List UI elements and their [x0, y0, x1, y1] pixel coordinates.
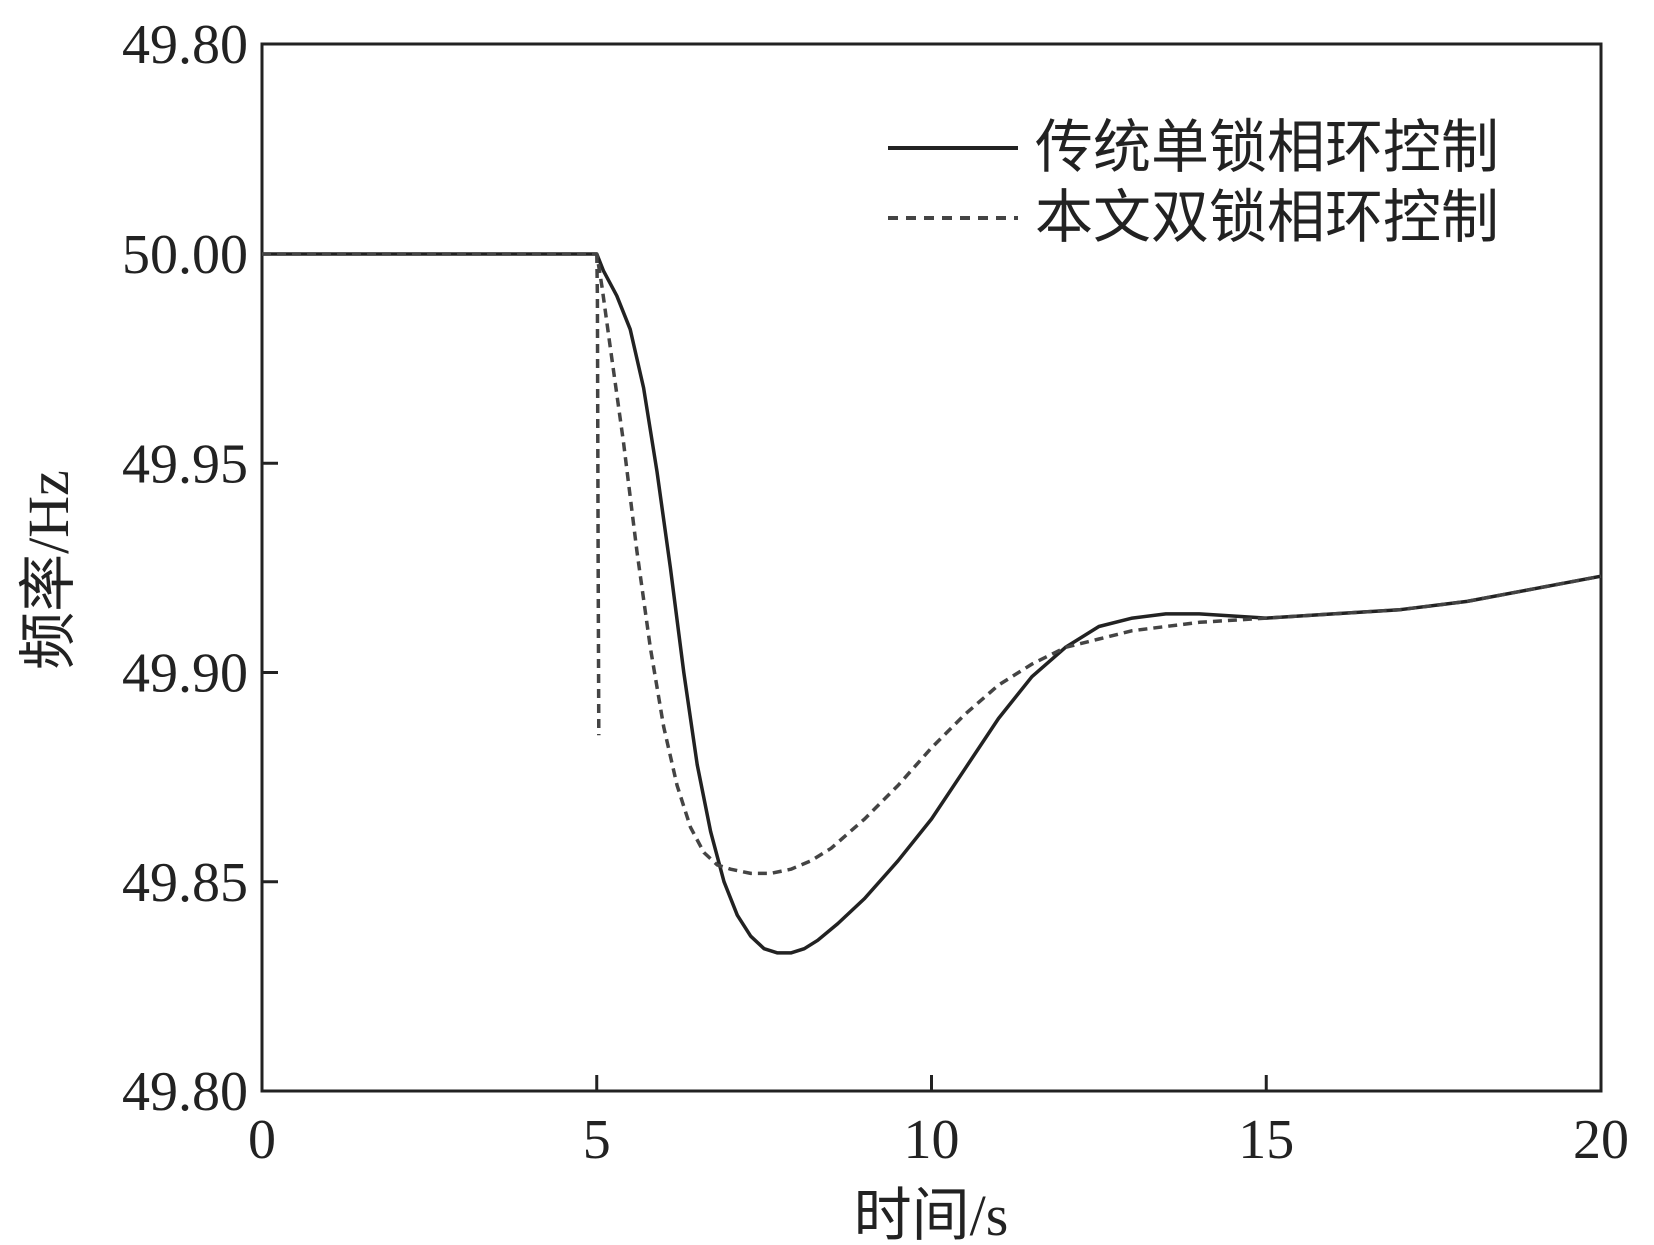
series-dual-pll-line: [595, 253, 601, 736]
x-tick-label: 10: [904, 1109, 960, 1171]
y-tick-label: 49.95: [122, 433, 248, 495]
y-axis-label: 频率/Hz: [16, 470, 81, 670]
y-tick-label: 49.80: [122, 1061, 248, 1123]
legend-label-2: 本文双锁相环控制: [1035, 185, 1499, 250]
x-tick-label: 5: [583, 1109, 611, 1171]
series-single-pll-line: [262, 252, 1602, 955]
x-axis-label: 时间/s: [854, 1183, 1009, 1245]
legend-label-1: 传统单锁相环控制: [1035, 115, 1499, 180]
x-tick-label: 0: [248, 1109, 276, 1171]
x-axis: 0 5 10 15 20: [248, 1075, 1629, 1171]
x-tick-label: 15: [1238, 1109, 1294, 1171]
y-tick-label: 49.90: [122, 643, 248, 705]
y-tick-label: 49.85: [122, 852, 248, 914]
legend: 传统单锁相环控制 本文双锁相环控制: [888, 115, 1499, 250]
y-tick-label: 50.00: [122, 224, 248, 286]
series-layer: [262, 252, 1602, 955]
series-dual-pll-line: [262, 252, 1602, 876]
x-tick-label: 20: [1573, 1109, 1629, 1171]
y-axis: 49.80 49.85 49.90 49.95 50.00 49.80: [122, 14, 278, 1123]
y-tick-label: 49.80: [122, 14, 248, 76]
